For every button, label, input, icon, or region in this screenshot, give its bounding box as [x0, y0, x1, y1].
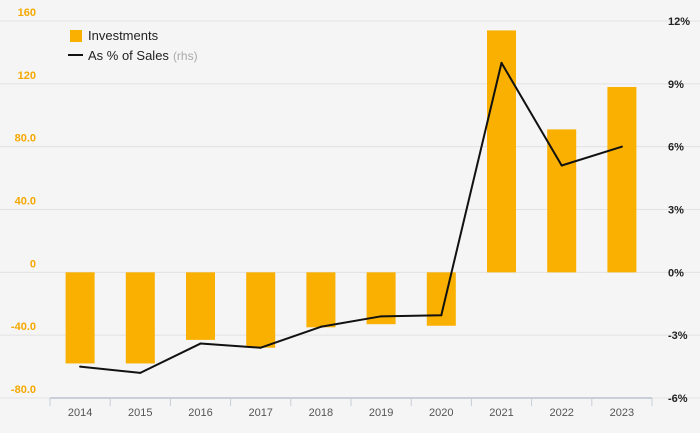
x-tick-label: 2018	[309, 407, 333, 419]
legend-label-sales-pct-main: As % of Sales	[88, 48, 169, 63]
bar	[125, 272, 155, 364]
line-point	[380, 315, 383, 318]
line-series	[79, 61, 623, 374]
y-left-tick-label: 0	[30, 258, 36, 270]
line-point	[259, 346, 262, 349]
line-point	[79, 365, 82, 368]
bar	[547, 129, 577, 273]
legend: Investments As % of Sales (rhs)	[68, 28, 198, 63]
y-right-tick-label: -6%	[668, 393, 688, 405]
line-point	[620, 145, 623, 148]
y-right-tick-label: 6%	[668, 142, 684, 154]
y-right-tick-label: 3%	[668, 205, 684, 217]
legend-label-sales-pct-suffix: (rhs)	[173, 49, 198, 63]
y-left-tick-label: -40.0	[11, 321, 36, 333]
y-left-tick-label: -80.0	[11, 384, 36, 396]
y-left-tick-label: 80.0	[15, 133, 36, 145]
bar	[487, 30, 516, 273]
legend-swatch-investments	[70, 30, 82, 42]
legend-label-investments: Investments	[88, 28, 159, 43]
line-point	[560, 164, 563, 167]
x-tick-label: 2016	[188, 407, 212, 419]
y-right-tick-label: 0%	[668, 267, 684, 279]
bar	[65, 272, 95, 364]
legend-label-sales-pct: As % of Sales (rhs)	[88, 48, 198, 63]
line-path	[79, 61, 623, 374]
line-point	[199, 342, 202, 345]
x-tick-label: 2017	[248, 407, 272, 419]
x-tick-label: 2015	[128, 407, 152, 419]
bar-series	[65, 30, 637, 364]
y-left-tick-label: 160	[18, 7, 36, 19]
bar	[306, 272, 336, 328]
bar	[246, 272, 276, 348]
line-point	[440, 314, 443, 317]
x-tick-label: 2023	[610, 407, 634, 419]
line-point	[319, 325, 322, 328]
bar	[607, 86, 637, 273]
line-point	[500, 61, 503, 64]
y-right-tick-label: -3%	[668, 330, 688, 342]
y-left-tick-label: 40.0	[15, 196, 36, 208]
x-tick-label: 2021	[489, 407, 513, 419]
x-tick-label: 2014	[68, 407, 92, 419]
x-tick-label: 2019	[369, 407, 393, 419]
y-right-tick-label: 9%	[668, 79, 684, 91]
bar	[186, 272, 215, 340]
line-point	[139, 371, 142, 374]
x-tick-label: 2022	[549, 407, 573, 419]
y-axis-right: 12% 9% 6% 3% 0% -3% -6%	[668, 16, 690, 405]
y-axis-left: 160 120 80.0 40.0 0 -40.0 -80.0	[11, 7, 36, 396]
y-right-tick-label: 12%	[668, 16, 690, 28]
y-left-tick-label: 120	[18, 70, 36, 82]
bar	[426, 272, 456, 326]
x-axis: 2014 2015 2016 2017 2018 2019 2020 2021 2022 2023	[49, 397, 653, 419]
x-tick-label: 2020	[429, 407, 453, 419]
